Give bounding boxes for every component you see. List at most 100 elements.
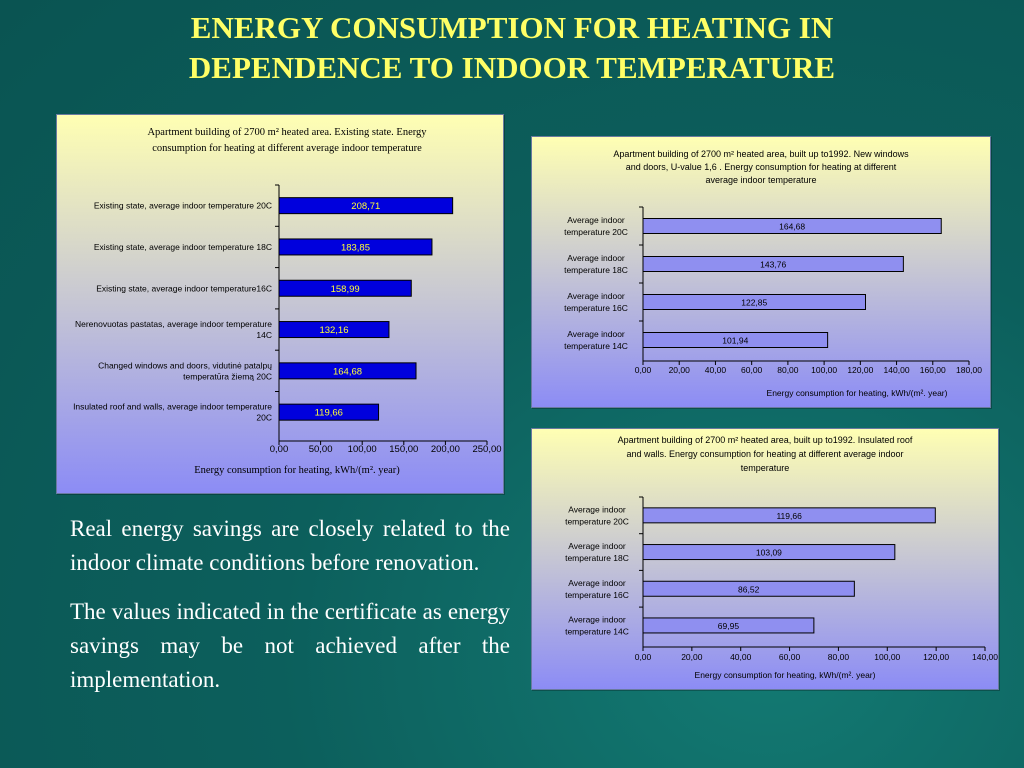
category-label: 20C: [256, 413, 272, 423]
category-label: temperatūra žiemą 20C: [183, 371, 272, 381]
bar: [642, 580, 855, 597]
category-label: Average indoor: [568, 504, 626, 514]
category-label: temperature 18C: [565, 553, 629, 563]
bar: [642, 617, 815, 634]
body-text: Real energy savings are closely related …: [70, 512, 510, 712]
bar: [278, 362, 417, 380]
category-label: temperature 16C: [565, 590, 629, 600]
x-tick-label: 60,00: [779, 652, 801, 662]
bar-value-label: 143,76: [760, 260, 786, 270]
x-axis-title: Energy consumption for heating, kWh/(m².…: [695, 670, 876, 680]
x-tick-label: 120,00: [847, 365, 873, 375]
slide-title: ENERGY CONSUMPTION FOR HEATING IN DEPEND…: [0, 8, 1024, 88]
x-tick-label: 100,00: [874, 652, 900, 662]
paragraph-savings: Real energy savings are closely related …: [70, 516, 510, 575]
bar: [278, 238, 433, 256]
x-axis-title: Energy consumption for heating, kWh/(m².…: [767, 388, 948, 398]
x-tick-label: 150,00: [389, 444, 418, 455]
bar-value-label: 164,68: [333, 366, 362, 377]
x-tick-label: 0,00: [635, 365, 652, 375]
bar-value-label: 158,99: [331, 284, 360, 295]
bar-value-label: 164,68: [779, 222, 805, 232]
x-tick-label: 180,00: [956, 365, 982, 375]
chart-svg: Apartment building of 2700 m² heated are…: [532, 429, 998, 689]
x-tick-label: 100,00: [811, 365, 837, 375]
bar-value-label: 208,71: [351, 201, 380, 212]
bar-value-label: 122,85: [741, 298, 767, 308]
category-label: temperature 20C: [564, 227, 628, 237]
chart-svg: Apartment building of 2700 m² heated are…: [57, 115, 503, 493]
chart-background: [57, 115, 503, 493]
chart-title-line: temperature: [741, 463, 790, 473]
category-label: Existing state, average indoor temperatu…: [94, 201, 272, 211]
bar: [642, 507, 936, 524]
bar: [642, 256, 904, 272]
chart-existing-state: Apartment building of 2700 m² heated are…: [56, 114, 504, 494]
bar: [642, 294, 866, 310]
bar-value-label: 119,66: [315, 408, 343, 419]
bar: [642, 332, 829, 348]
chart-title-line: and walls. Energy consumption for heatin…: [626, 449, 903, 459]
x-tick-label: 20,00: [669, 365, 691, 375]
x-tick-label: 100,00: [348, 444, 377, 455]
category-label: 14C: [256, 330, 272, 340]
x-tick-label: 80,00: [828, 652, 850, 662]
bar-value-label: 119,66: [776, 511, 802, 521]
chart-title-line: average indoor temperature: [705, 175, 816, 185]
x-tick-label: 60,00: [741, 365, 763, 375]
chart-title-line: Apartment building of 2700 m² heated are…: [613, 149, 909, 159]
x-tick-label: 80,00: [777, 365, 799, 375]
category-label: Changed windows and doors, vidutinė pata…: [98, 360, 272, 370]
category-label: temperature 20C: [565, 516, 629, 526]
chart-new-windows: Apartment building of 2700 m² heated are…: [531, 136, 991, 408]
category-label: Average indoor: [567, 329, 625, 339]
x-tick-label: 140,00: [972, 652, 998, 662]
chart-title-line: Apartment building of 2700 m² heated are…: [147, 127, 427, 138]
bar: [642, 544, 896, 561]
category-label: Average indoor: [567, 215, 625, 225]
title-line-2: DEPENDENCE TO INDOOR TEMPERATURE: [188, 50, 836, 85]
category-label: Average indoor: [567, 291, 625, 301]
x-tick-label: 20,00: [681, 652, 703, 662]
category-label: Average indoor: [568, 578, 626, 588]
x-tick-label: 50,00: [309, 444, 333, 455]
x-tick-label: 120,00: [923, 652, 949, 662]
category-label: Average indoor: [568, 541, 626, 551]
bar-value-label: 103,09: [756, 548, 782, 558]
bar-value-label: 69,95: [718, 621, 740, 631]
bar-value-label: 132,16: [319, 325, 348, 336]
chart-title-line: and doors, U-value 1,6 . Energy consumpt…: [626, 162, 897, 172]
category-label: Existing state, average indoor temperatu…: [94, 242, 272, 252]
chart-title-line: consumption for heating at different ave…: [152, 143, 422, 154]
x-tick-label: 140,00: [884, 365, 910, 375]
bar: [278, 279, 412, 297]
bar: [278, 321, 390, 339]
category-label: Insulated roof and walls, average indoor…: [73, 402, 272, 412]
category-label: Average indoor: [568, 614, 626, 624]
x-tick-label: 40,00: [730, 652, 752, 662]
x-tick-label: 0,00: [270, 444, 289, 455]
chart-insulated-walls: Apartment building of 2700 m² heated are…: [531, 428, 999, 690]
category-label: temperature 18C: [564, 265, 628, 275]
bar: [278, 197, 454, 215]
category-label: Nerenovuotas pastatas, average indoor te…: [75, 319, 272, 329]
paragraph-certificate: The values indicated in the certificate …: [70, 599, 510, 692]
x-axis-title: Energy consumption for heating, kWh/(m².…: [194, 465, 400, 476]
x-tick-label: 160,00: [920, 365, 946, 375]
bar-value-label: 86,52: [738, 584, 760, 594]
category-label: temperature 16C: [564, 303, 628, 313]
category-label: Existing state, average indoor temperatu…: [96, 283, 272, 293]
bar-value-label: 183,85: [341, 242, 370, 253]
bar-value-label: 101,94: [722, 336, 748, 346]
chart-svg: Apartment building of 2700 m² heated are…: [532, 137, 990, 407]
chart-title-line: Apartment building of 2700 m² heated are…: [618, 435, 913, 445]
x-tick-label: 250,00: [472, 444, 501, 455]
x-tick-label: 40,00: [705, 365, 727, 375]
bar: [278, 403, 380, 421]
x-tick-label: 0,00: [635, 652, 652, 662]
x-tick-label: 200,00: [431, 444, 460, 455]
category-label: Average indoor: [567, 253, 625, 263]
bar: [642, 218, 942, 234]
title-line-1: ENERGY CONSUMPTION FOR HEATING IN: [190, 10, 834, 45]
category-label: temperature 14C: [565, 626, 629, 636]
